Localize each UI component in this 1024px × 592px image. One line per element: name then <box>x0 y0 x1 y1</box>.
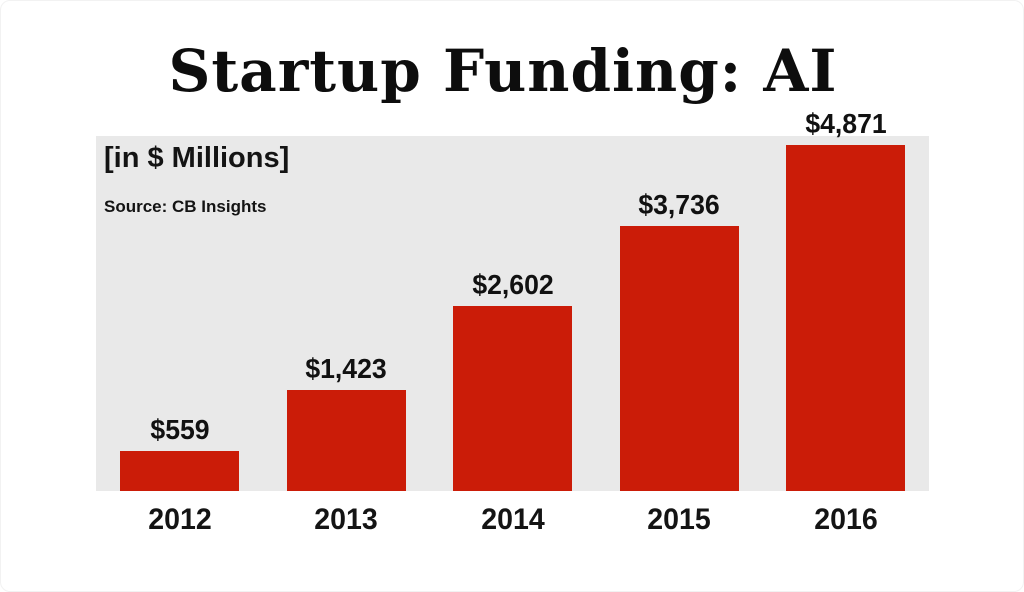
x-tick-label-2012: 2012 <box>147 503 212 536</box>
bar-value-label-2015: $3,736 <box>638 189 720 220</box>
bar-group-2012: $559 <box>120 136 239 491</box>
bar-2013 <box>286 390 406 491</box>
bar-group-2016: $4,871 <box>786 108 905 491</box>
x-tick-label-2015: 2015 <box>647 503 711 536</box>
bar-group-2015: $3,736 <box>619 136 739 491</box>
plot-area: [in $ Millions] Source: CB Insights $559… <box>96 108 929 491</box>
bar-value-label-2016: $4,871 <box>804 108 887 139</box>
bar-group-2014: $2,602 <box>453 136 572 491</box>
bar-2016 <box>786 145 905 491</box>
source-label: Source: CB Insights <box>104 197 267 216</box>
x-tick-label-2013: 2013 <box>314 503 378 536</box>
x-tick-label-2014: 2014 <box>480 503 545 536</box>
unit-label: [in $ Millions] <box>104 142 290 174</box>
bar-2012 <box>120 451 239 491</box>
x-tick-label-2016: 2016 <box>813 503 878 536</box>
bar-2014 <box>453 306 572 491</box>
bar-2015 <box>619 226 739 491</box>
bar-group-2013: $1,423 <box>286 136 406 491</box>
chart-title: Startup Funding: AI <box>168 37 838 105</box>
bar-value-label-2014: $2,602 <box>471 269 554 300</box>
bar-value-label-2012: $559 <box>149 414 210 445</box>
bar-value-label-2013: $1,423 <box>305 353 387 384</box>
